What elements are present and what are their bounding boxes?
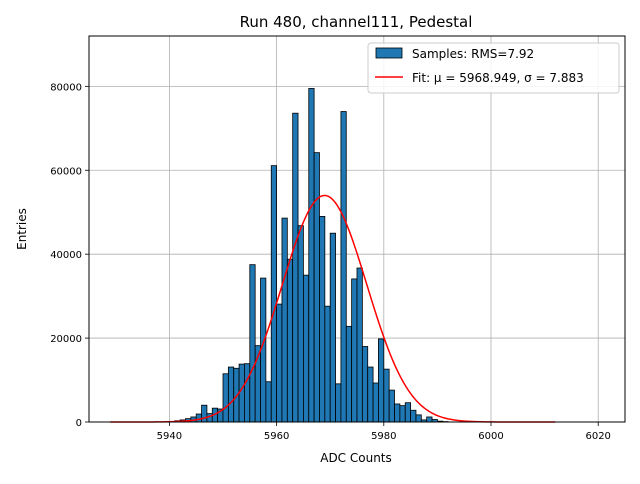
y-tick-label: 0 [76, 418, 82, 429]
x-tick-label: 6020 [585, 431, 610, 442]
histogram-bar [336, 384, 341, 422]
histogram-bar [228, 367, 233, 422]
y-axis-ticks: 0 20000 40000 60000 80000 [50, 82, 89, 429]
histogram-bar [314, 153, 319, 422]
legend: Samples: RMS=7.92 Fit: μ = 5968.949, σ =… [368, 43, 619, 93]
histogram-bar [309, 88, 314, 422]
histogram-bar [411, 410, 416, 422]
histogram-bar [341, 112, 346, 422]
histogram-bar [196, 414, 201, 422]
histogram-bar [298, 226, 303, 422]
histogram-bar [400, 406, 405, 422]
histogram-bar [405, 403, 410, 422]
legend-label-fit: Fit: μ = 5968.949, σ = 7.883 [412, 71, 584, 85]
histogram-bar [287, 259, 292, 422]
histogram-bar [346, 326, 351, 422]
x-tick-label: 5940 [157, 431, 182, 442]
legend-swatch-samples [376, 48, 402, 58]
histogram-bar [271, 166, 276, 422]
histogram-bar [250, 265, 255, 422]
histogram-bar [330, 233, 335, 422]
histogram-bar [357, 268, 362, 422]
y-tick-label: 20000 [50, 334, 82, 345]
histogram-bar [293, 113, 298, 422]
x-axis-ticks: 5940 5960 5980 6000 6020 [157, 422, 611, 442]
histogram-bar [352, 279, 357, 422]
histogram-bar [303, 275, 308, 422]
chart-title: Run 480, channel111, Pedestal [240, 13, 473, 31]
legend-label-samples: Samples: RMS=7.92 [412, 47, 534, 61]
histogram-bar [223, 374, 228, 422]
histogram-bar [368, 367, 373, 422]
y-axis-label: Entries [15, 208, 29, 250]
histogram-bar [378, 339, 383, 422]
histogram-bar [277, 304, 282, 422]
histogram-bars [175, 88, 448, 422]
x-tick-label: 6000 [478, 431, 503, 442]
histogram-bar [244, 364, 249, 422]
histogram-bar [319, 216, 324, 422]
x-tick-label: 5980 [371, 431, 396, 442]
x-tick-label: 5960 [264, 431, 289, 442]
histogram-bar [427, 417, 432, 422]
y-tick-label: 60000 [50, 166, 82, 177]
histogram-bar [395, 404, 400, 422]
histogram-bar [282, 218, 287, 422]
histogram-bar [202, 405, 207, 422]
histogram-bar [266, 382, 271, 422]
histogram-bar [239, 364, 244, 422]
histogram-bar [384, 369, 389, 422]
histogram-bar [373, 383, 378, 422]
histogram-bar [389, 390, 394, 422]
x-axis-label: ADC Counts [320, 451, 392, 465]
y-tick-label: 80000 [50, 82, 82, 93]
histogram-bar [416, 415, 421, 422]
histogram-bar [362, 346, 367, 422]
histogram-bar [325, 306, 330, 422]
y-tick-label: 40000 [50, 250, 82, 261]
